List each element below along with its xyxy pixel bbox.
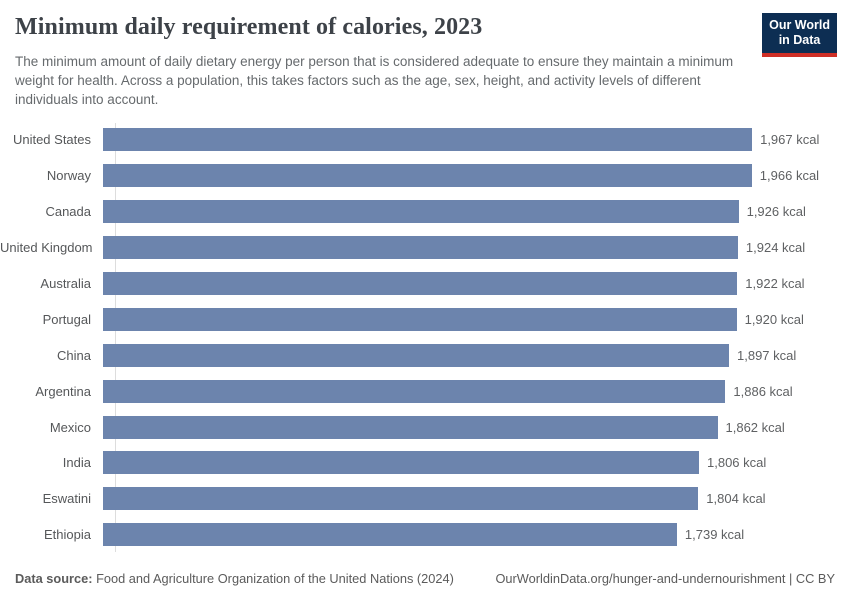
value-label: 1,967 kcal [760, 132, 820, 148]
bar-row: Canada 1,926 kcal [0, 194, 850, 230]
bar[interactable] [103, 451, 699, 475]
value-label: 1,806 kcal [707, 455, 767, 471]
bar-area: 1,886 kcal [103, 379, 850, 403]
bar-row: India 1,806 kcal [0, 445, 850, 481]
bar-row: Australia 1,922 kcal [0, 266, 850, 302]
bar-row: Portugal 1,920 kcal [0, 301, 850, 337]
bar-row: Argentina 1,886 kcal [0, 373, 850, 409]
country-label: Mexico [49, 419, 91, 435]
bar[interactable] [103, 200, 739, 224]
bar-area: 1,967 kcal [103, 128, 850, 152]
bar-area: 1,804 kcal [103, 487, 850, 511]
bar-chart: United States 1,967 kcal Norway 1,966 kc… [0, 122, 850, 553]
country-label: India [62, 455, 91, 471]
country-label: Australia [40, 276, 91, 291]
data-source-text: Food and Agriculture Organization of the… [92, 571, 454, 586]
bar-area: 1,922 kcal [103, 272, 850, 295]
bar-area: 1,966 kcal [103, 164, 850, 188]
bar-rows-container: United States 1,967 kcal Norway 1,966 kc… [0, 122, 850, 553]
bar-row: Norway 1,966 kcal [0, 158, 850, 194]
value-label: 1,922 kcal [745, 276, 805, 291]
chart-title: Minimum daily requirement of calories, 2… [15, 14, 483, 40]
bar-area: 1,897 kcal [103, 343, 850, 367]
bar-area: 1,924 kcal [103, 236, 850, 260]
bar[interactable] [103, 236, 738, 260]
country-label: United Kingdom [0, 240, 93, 256]
country-label: Ethiopia [44, 527, 91, 543]
bar[interactable] [103, 379, 726, 403]
country-label: Canada [45, 204, 91, 220]
value-label: 1,924 kcal [745, 240, 806, 256]
bar-row: United States 1,967 kcal [0, 122, 850, 158]
value-label: 1,966 kcal [759, 168, 820, 184]
bar-area: 1,920 kcal [103, 307, 850, 331]
chart-subtitle: The minimum amount of daily dietary ener… [15, 54, 734, 108]
value-label: 1,926 kcal [746, 204, 806, 220]
footer-link[interactable]: OurWorldinData.org/hunger-and-undernouri… [495, 571, 835, 586]
country-label: China [57, 347, 91, 363]
bar[interactable] [103, 487, 699, 511]
bar[interactable] [103, 343, 729, 367]
bar-row: Ethiopia 1,739 kcal [0, 517, 850, 553]
bar-row: Mexico 1,862 kcal [0, 409, 850, 445]
value-label: 1,804 kcal [706, 491, 766, 507]
bar[interactable] [103, 128, 753, 152]
owid-logo[interactable]: Our World in Data [762, 13, 837, 57]
chart-footer: Data source: Food and Agriculture Organi… [15, 571, 835, 586]
country-label: Norway [46, 168, 91, 184]
country-label: Eswatini [42, 491, 91, 507]
country-label: Portugal [42, 311, 91, 327]
bar-row: United Kingdom 1,924 kcal [0, 230, 850, 266]
y-axis-line [115, 123, 116, 552]
value-label: 1,897 kcal [737, 347, 797, 363]
data-source-label: Data source: [15, 571, 93, 586]
bar[interactable] [103, 523, 677, 547]
bar-row: China 1,897 kcal [0, 337, 850, 373]
bar[interactable] [103, 272, 738, 295]
bar[interactable] [103, 415, 718, 439]
bar-area: 1,862 kcal [103, 415, 850, 439]
value-label: 1,862 kcal [725, 419, 785, 435]
value-label: 1,739 kcal [684, 527, 745, 543]
data-source-note: Data source: Food and Agriculture Organi… [15, 571, 454, 586]
bar[interactable] [103, 164, 752, 188]
bar-area: 1,806 kcal [103, 451, 850, 475]
value-label: 1,920 kcal [744, 311, 804, 327]
owid-logo-line2: in Data [778, 33, 821, 48]
owid-logo-line1: Our World [769, 18, 830, 32]
country-label: Argentina [35, 383, 91, 399]
bar-area: 1,926 kcal [103, 200, 850, 224]
value-label: 1,886 kcal [733, 383, 793, 399]
bar-row: Eswatini 1,804 kcal [0, 481, 850, 517]
country-label: United States [12, 132, 91, 148]
bar[interactable] [103, 307, 737, 331]
bar-area: 1,739 kcal [103, 523, 850, 547]
